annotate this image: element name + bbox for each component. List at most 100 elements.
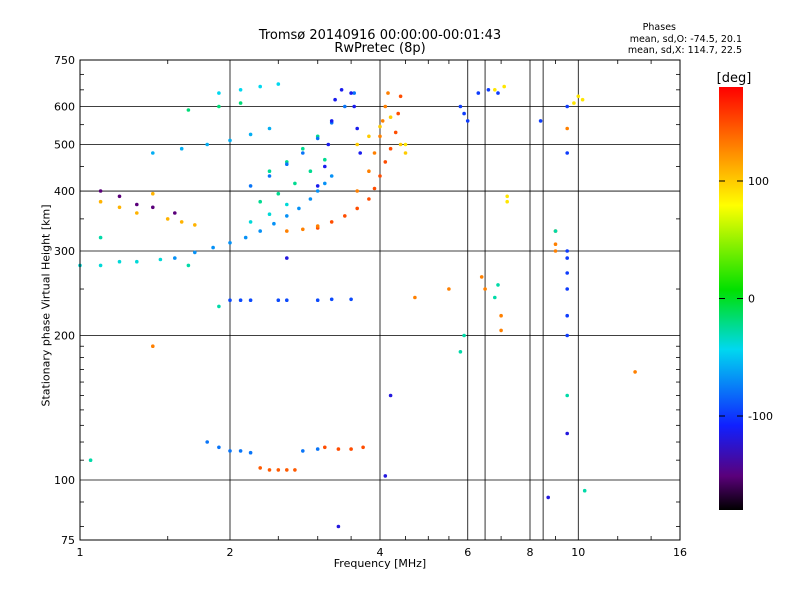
axis-layer: 1 2 4 6 8 10 16 75 100 200 300 400 500 600 750 xyxy=(54,54,687,559)
x-tick-label: 1 xyxy=(77,546,84,559)
scatter-point xyxy=(267,174,272,178)
grid-layer xyxy=(80,60,680,540)
scatter-point xyxy=(285,256,289,260)
scatter-point xyxy=(458,350,463,354)
scatter-point xyxy=(565,393,569,398)
scatter-point xyxy=(565,313,569,318)
scatter-point xyxy=(546,495,550,500)
scatter-point xyxy=(352,91,357,95)
y-tick-label: 100 xyxy=(54,474,75,487)
colorbar-tick-label: -100 xyxy=(748,410,773,423)
scatter-point xyxy=(276,468,281,472)
scatter-point xyxy=(565,249,569,253)
x-tick-label: 8 xyxy=(527,546,534,559)
stats-x-mode: mean, sd,X: 114.7, 22.5 xyxy=(627,45,742,56)
y-tick-label: 500 xyxy=(54,139,75,152)
scatter-point xyxy=(458,104,463,109)
scatter-point xyxy=(315,189,320,193)
scatter-point xyxy=(565,271,569,275)
scatter-point xyxy=(323,445,327,450)
scatter-point xyxy=(383,104,388,109)
scatter-point xyxy=(301,449,305,453)
scatter-point xyxy=(403,151,408,155)
scatter-point xyxy=(315,136,320,141)
stats-o-mode: mean, sd,O: -74.5, 20.1 xyxy=(629,34,742,45)
scatter-point xyxy=(267,212,272,216)
scatter-point xyxy=(98,199,103,204)
scatter-point xyxy=(193,223,197,227)
scatter-point xyxy=(238,101,243,105)
scatter-point xyxy=(193,250,197,255)
scatter-point xyxy=(186,263,191,268)
scatter-point xyxy=(205,440,209,444)
scatter-point xyxy=(372,151,377,155)
scatter-point xyxy=(329,119,334,123)
scatter-point xyxy=(565,287,569,291)
scatter-point xyxy=(339,88,344,92)
scatter-point xyxy=(117,205,122,210)
scatter-point xyxy=(388,115,393,119)
scatter-point xyxy=(565,333,569,338)
scatter-point xyxy=(343,104,347,109)
stats-title: Phases xyxy=(642,22,676,33)
scatter-point xyxy=(258,466,263,470)
y-tick-label: 600 xyxy=(54,101,75,114)
scatter-point xyxy=(267,468,272,472)
scatter-point xyxy=(576,94,581,99)
scatter-point xyxy=(301,151,305,155)
scatter-point xyxy=(285,162,289,166)
x-tick-label: 6 xyxy=(464,546,471,559)
scatter-point xyxy=(565,126,569,131)
scatter-point xyxy=(293,181,297,186)
scatter-point xyxy=(333,97,337,102)
scatter-point xyxy=(336,447,341,451)
scatter-point xyxy=(179,146,184,151)
scatter-point xyxy=(173,256,177,260)
scatter-point xyxy=(329,220,334,224)
scatter-point xyxy=(228,449,232,453)
scatter-point xyxy=(483,287,487,291)
scatter-point xyxy=(496,91,500,95)
scatter-point xyxy=(505,194,510,199)
scatter-point xyxy=(349,91,353,95)
scatter-point xyxy=(315,447,320,451)
scatter-point xyxy=(301,146,305,151)
scatter-point xyxy=(329,174,334,178)
scatter-point xyxy=(315,184,320,188)
scatter-point xyxy=(349,297,353,302)
scatter-point xyxy=(323,164,327,169)
scatter-point xyxy=(238,449,243,453)
scatter-point xyxy=(329,297,334,302)
scatter-point xyxy=(343,214,347,218)
scatter-point xyxy=(98,235,103,240)
scatter-point xyxy=(315,298,320,303)
scatter-point xyxy=(267,126,272,131)
scatter-point xyxy=(462,111,466,116)
scatter-point xyxy=(367,134,371,139)
scatter-point xyxy=(388,146,393,151)
scatter-point xyxy=(158,257,163,262)
scatter-point xyxy=(238,298,243,303)
scatter-point xyxy=(165,217,170,221)
y-tick-label: 400 xyxy=(54,185,75,198)
scatter-point xyxy=(565,104,569,109)
scatter-point xyxy=(493,295,497,300)
scatter-point xyxy=(217,104,221,109)
scatter-point xyxy=(248,184,253,188)
scatter-point xyxy=(285,229,289,233)
scatter-point xyxy=(383,160,388,164)
scatter-point xyxy=(285,298,289,303)
scatter-point xyxy=(151,151,155,155)
scatter-point xyxy=(267,169,272,173)
scatter-point xyxy=(352,104,357,109)
scatter-point xyxy=(217,304,221,309)
colorbar-tick-label: 100 xyxy=(748,175,769,188)
scatter-point xyxy=(238,88,243,92)
scatter-point xyxy=(135,259,139,264)
scatter-point xyxy=(297,206,301,211)
scatter-point xyxy=(276,82,281,86)
scatter-point xyxy=(355,126,360,131)
scatter-point xyxy=(398,94,403,99)
scatter-point xyxy=(326,142,331,147)
